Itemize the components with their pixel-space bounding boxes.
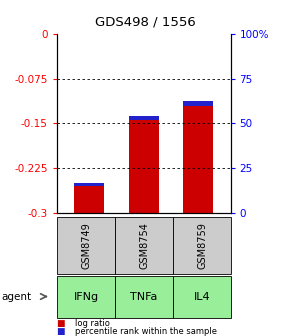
Text: GSM8759: GSM8759 <box>197 222 207 269</box>
Bar <box>128 116 159 121</box>
Text: percentile rank within the sample: percentile rank within the sample <box>75 327 218 336</box>
Text: agent: agent <box>1 292 32 301</box>
Text: GDS498 / 1556: GDS498 / 1556 <box>95 15 195 28</box>
Bar <box>183 106 213 213</box>
Bar <box>128 121 159 213</box>
Bar <box>74 183 104 186</box>
Text: log ratio: log ratio <box>75 319 110 328</box>
Text: IL4: IL4 <box>194 292 211 301</box>
Text: GSM8754: GSM8754 <box>139 222 149 269</box>
Text: IFNg: IFNg <box>74 292 99 301</box>
Bar <box>74 186 104 213</box>
Text: ■: ■ <box>57 327 65 336</box>
Text: GSM8749: GSM8749 <box>81 222 91 269</box>
Text: TNFa: TNFa <box>130 292 158 301</box>
Text: ■: ■ <box>57 319 65 328</box>
Bar <box>183 101 213 106</box>
